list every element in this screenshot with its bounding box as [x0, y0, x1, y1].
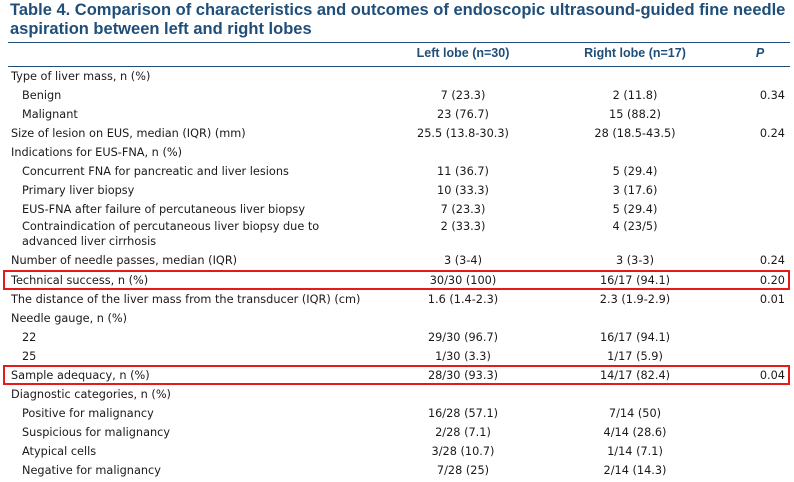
right-lobe-cell: 1/14 (7.1)	[607, 445, 663, 458]
table-title: Table 4. Comparison of characteristics a…	[10, 1, 786, 38]
table-row: Contraindication of percutaneous liver b…	[0, 217, 794, 249]
row-label: Concurrent FNA for pancreatic and liver …	[22, 165, 289, 178]
table-row: The distance of the liver mass from the …	[0, 290, 794, 309]
row-label: Size of lesion on EUS, median (IQR) (mm)	[11, 127, 246, 140]
left-lobe-cell: 3 (3-4)	[443, 254, 483, 267]
p-value-cell: 0.24	[759, 254, 785, 267]
row-label: Negative for malignancy	[22, 464, 161, 477]
left-lobe-cell: 23 (76.7)	[437, 108, 489, 121]
left-lobe-cell: 1.6 (1.4-2.3)	[427, 293, 499, 306]
left-lobe-cell: 28/30 (93.3)	[427, 369, 499, 382]
right-lobe-cell: 4 (23/5)	[612, 220, 658, 233]
row-label: Needle gauge, n (%)	[11, 312, 128, 325]
p-value-cell: 0.34	[759, 89, 785, 102]
left-lobe-cell: 11 (36.7)	[437, 165, 489, 178]
row-label: Benign	[22, 89, 62, 102]
table-row: Needle gauge, n (%)	[0, 309, 794, 328]
row-label: Sample adequacy, n (%)	[11, 369, 150, 382]
right-lobe-cell: 15 (88.2)	[609, 108, 661, 121]
p-value-cell: 0.24	[759, 127, 785, 140]
right-lobe-cell: 2 (11.8)	[612, 89, 658, 102]
table-row: Size of lesion on EUS, median (IQR) (mm)…	[0, 124, 794, 143]
table-row: Sample adequacy, n (%) 28/30 (93.3) 14/1…	[0, 366, 794, 385]
table-row: 22 29/30 (96.7) 16/17 (94.1)	[0, 328, 794, 347]
right-lobe-cell: 7/14 (50)	[608, 407, 662, 420]
row-label: 22	[22, 331, 37, 344]
right-lobe-cell: 5 (29.4)	[612, 165, 658, 178]
table-row: Indications for EUS-FNA, n (%)	[0, 143, 794, 162]
p-value-cell: 0.01	[759, 293, 785, 306]
table-row: Benign 7 (23.3) 2 (11.8) 0.34	[0, 86, 794, 105]
table-row: Negative for malignancy 7/28 (25) 2/14 (…	[0, 461, 794, 480]
row-label: Positive for malignancy	[22, 407, 154, 420]
table-row: 25 1/30 (3.3) 1/17 (5.9)	[0, 347, 794, 366]
column-header-left-lobe: Left lobe (n=30)	[416, 46, 510, 60]
right-lobe-cell: 4/14 (28.6)	[603, 426, 667, 439]
left-lobe-cell: 29/30 (96.7)	[427, 331, 499, 344]
right-lobe-cell: 2.3 (1.9-2.9)	[599, 293, 671, 306]
header-rule-top	[8, 42, 790, 43]
right-lobe-cell: 16/17 (94.1)	[599, 331, 671, 344]
right-lobe-cell: 14/17 (82.4)	[599, 369, 671, 382]
left-lobe-cell: 30/30 (100)	[429, 274, 497, 287]
row-label: Diagnostic categories, n (%)	[11, 388, 171, 401]
left-lobe-cell: 7 (23.3)	[440, 89, 486, 102]
table-row: Diagnostic categories, n (%)	[0, 385, 794, 404]
table-row: Atypical cells 3/28 (10.7) 1/14 (7.1)	[0, 442, 794, 461]
left-lobe-cell: 3/28 (10.7)	[431, 445, 495, 458]
table-row: Concurrent FNA for pancreatic and liver …	[0, 162, 794, 181]
right-lobe-cell: 2/14 (14.3)	[603, 464, 667, 477]
right-lobe-cell: 3 (3-3)	[615, 254, 655, 267]
highlight-box-technical-success	[3, 270, 790, 290]
row-label: EUS-FNA after failure of percutaneous li…	[22, 203, 306, 216]
table-row: Primary liver biopsy 10 (33.3) 3 (17.6)	[0, 181, 794, 200]
left-lobe-cell: 16/28 (57.1)	[427, 407, 499, 420]
left-lobe-cell: 2 (33.3)	[440, 220, 486, 233]
row-label: 25	[22, 350, 37, 363]
row-label: Number of needle passes, median (IQR)	[11, 254, 238, 267]
row-label: Indications for EUS-FNA, n (%)	[11, 146, 182, 159]
p-value-cell: 0.20	[759, 274, 785, 287]
table-row: Number of needle passes, median (IQR) 3 …	[0, 251, 794, 270]
header-rule-bottom	[8, 66, 790, 67]
row-label: Technical success, n (%)	[11, 274, 149, 287]
table-row: Positive for malignancy 16/28 (57.1) 7/1…	[0, 404, 794, 423]
row-label: Atypical cells	[22, 445, 97, 458]
left-lobe-cell: 2/28 (7.1)	[435, 426, 491, 439]
row-label: Primary liver biopsy	[22, 184, 135, 197]
table-row: Technical success, n (%) 30/30 (100) 16/…	[0, 271, 794, 290]
left-lobe-cell: 7 (23.3)	[440, 203, 486, 216]
right-lobe-cell: 3 (17.6)	[612, 184, 658, 197]
row-label: Contraindication of percutaneous liver b…	[22, 220, 320, 248]
row-label: Type of liver mass, n (%)	[11, 70, 151, 83]
right-lobe-cell: 28 (18.5-43.5)	[594, 127, 676, 140]
right-lobe-cell: 1/17 (5.9)	[607, 350, 663, 363]
p-value-cell: 0.04	[759, 369, 785, 382]
left-lobe-cell: 10 (33.3)	[437, 184, 489, 197]
left-lobe-cell: 7/28 (25)	[436, 464, 490, 477]
left-lobe-cell: 1/30 (3.3)	[435, 350, 491, 363]
right-lobe-cell: 5 (29.4)	[612, 203, 658, 216]
table-row: EUS-FNA after failure of percutaneous li…	[0, 200, 794, 219]
table-row: Malignant 23 (76.7) 15 (88.2)	[0, 105, 794, 124]
column-header-p-value: P	[755, 46, 765, 60]
table-row: Suspicious for malignancy 2/28 (7.1) 4/1…	[0, 423, 794, 442]
highlight-box-sample-adequacy	[3, 365, 790, 385]
row-label: Suspicious for malignancy	[22, 426, 171, 439]
row-label: Malignant	[22, 108, 78, 121]
left-lobe-cell: 25.5 (13.8-30.3)	[417, 127, 509, 140]
row-label: The distance of the liver mass from the …	[11, 293, 361, 306]
right-lobe-cell: 16/17 (94.1)	[599, 274, 671, 287]
table-row: Type of liver mass, n (%)	[0, 67, 794, 86]
column-header-right-lobe: Right lobe (n=17)	[584, 46, 686, 60]
